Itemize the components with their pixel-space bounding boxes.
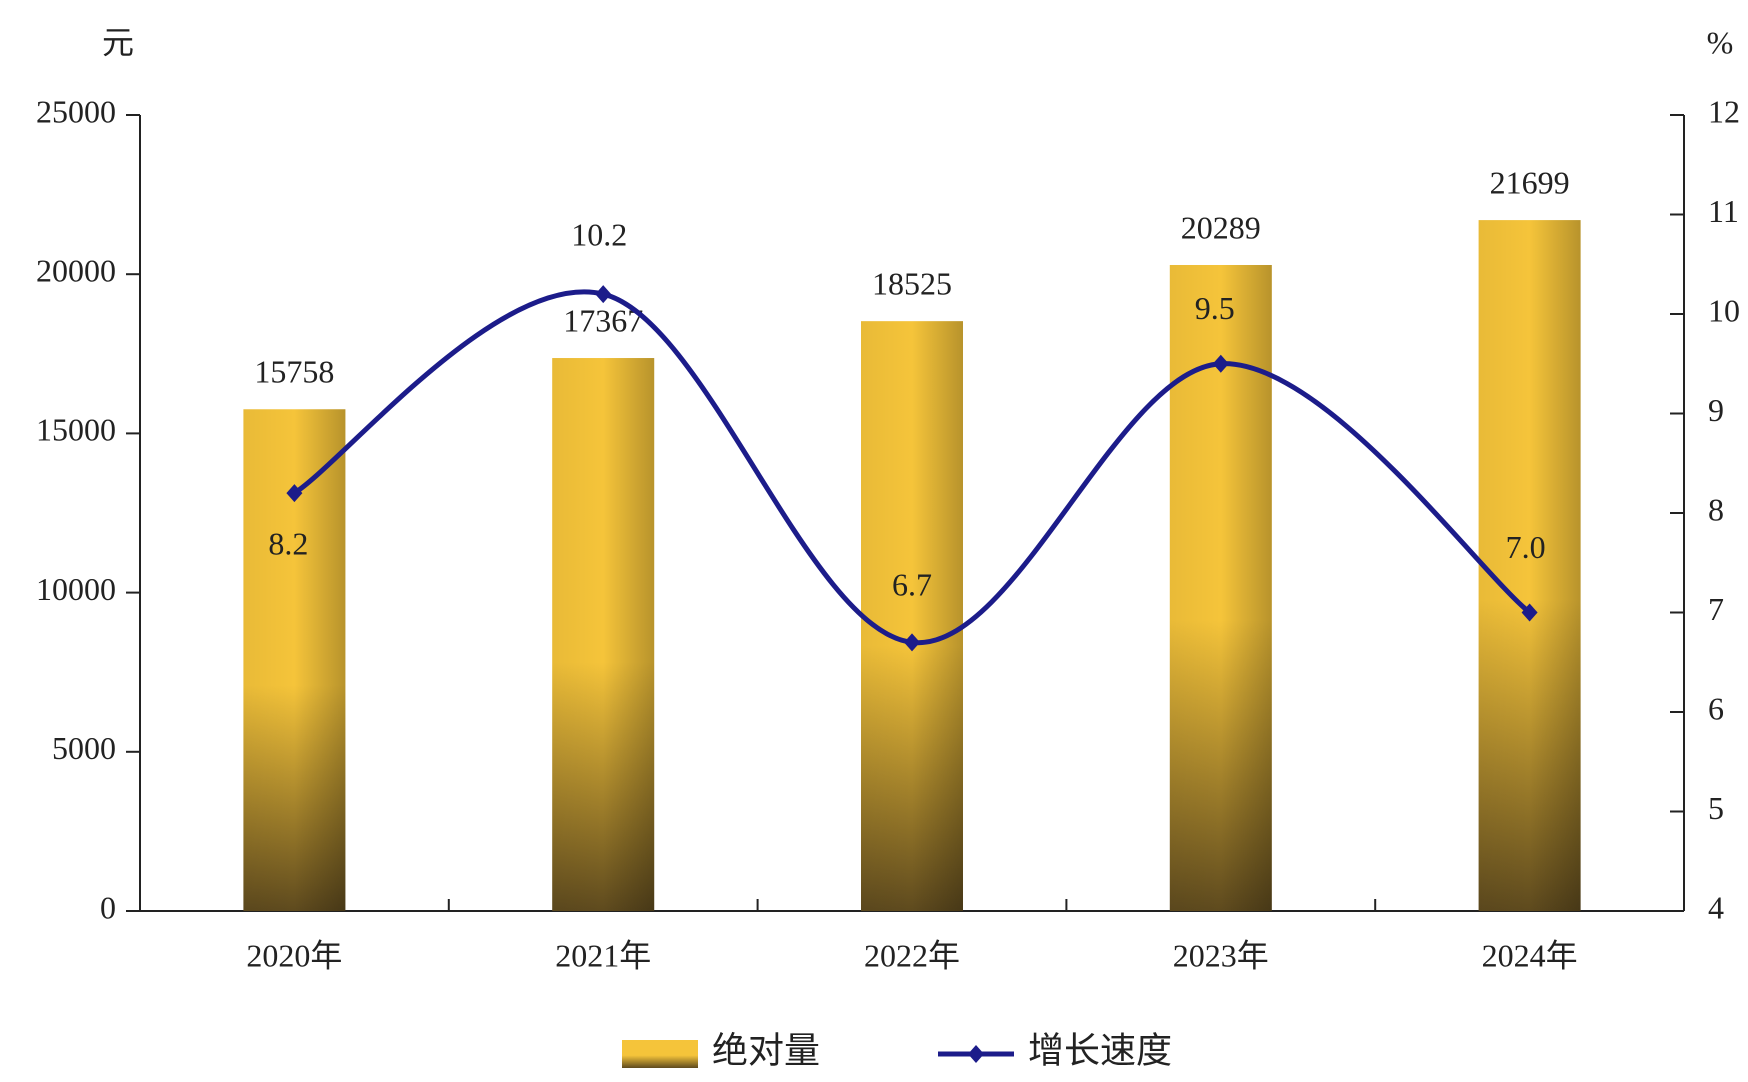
- y2-tick-label: 10: [1708, 292, 1740, 328]
- line-marker: [286, 484, 303, 503]
- y-tick-label: 20000: [36, 253, 116, 289]
- line-value-label: 9.5: [1195, 290, 1235, 326]
- y2-tick-label: 9: [1708, 392, 1724, 428]
- line-value-label: 7.0: [1506, 529, 1546, 565]
- y-tick-label: 0: [100, 889, 116, 925]
- line-marker: [1212, 354, 1229, 373]
- line-marker: [904, 633, 920, 652]
- y2-tick-label: 8: [1708, 491, 1724, 527]
- bar-value-label: 21699: [1490, 164, 1570, 200]
- legend-label: 增长速度: [1028, 1030, 1172, 1070]
- bar-shade: [1478, 220, 1581, 912]
- x-tick-label: 2024年: [1482, 937, 1578, 973]
- y-unit: 元: [102, 24, 134, 60]
- bar-shade: [861, 321, 963, 911]
- y-tick-label: 5000: [52, 730, 116, 766]
- y-tick-label: 15000: [36, 412, 116, 448]
- y2-tick-label: 5: [1708, 790, 1724, 826]
- x-tick-label: 2020年: [246, 937, 342, 973]
- y-tick-label: 10000: [36, 571, 116, 607]
- x-tick-label: 2021年: [555, 937, 651, 973]
- line-value-label: 10.2: [571, 216, 627, 252]
- legend-marker: [968, 1045, 984, 1063]
- x-tick-label: 2022年: [864, 937, 960, 973]
- legend: 绝对量 增长速度: [622, 1030, 1172, 1070]
- y2-unit: %: [1707, 24, 1734, 60]
- y-tick-label: 25000: [36, 93, 116, 129]
- legend-label: 绝对量: [712, 1030, 820, 1070]
- line-marker: [595, 285, 612, 304]
- bar-value-label: 20289: [1181, 209, 1261, 245]
- bar-value-label: 15758: [254, 354, 334, 390]
- y2-tick-label: 4: [1708, 889, 1724, 925]
- line-marker: [1521, 603, 1538, 622]
- y2-tick-label: 11: [1708, 193, 1739, 229]
- line-value-label: 6.7: [892, 567, 932, 603]
- legend-swatch: [622, 1040, 698, 1068]
- y2-tick-label: 12: [1708, 93, 1740, 129]
- line-value-label: 8.2: [268, 525, 308, 561]
- x-tick-label: 2023年: [1173, 937, 1269, 973]
- bar-shade: [552, 358, 655, 911]
- y2-tick-label: 7: [1708, 591, 1724, 627]
- bar-value-label: 18525: [872, 266, 952, 302]
- y2-tick-label: 6: [1708, 690, 1724, 726]
